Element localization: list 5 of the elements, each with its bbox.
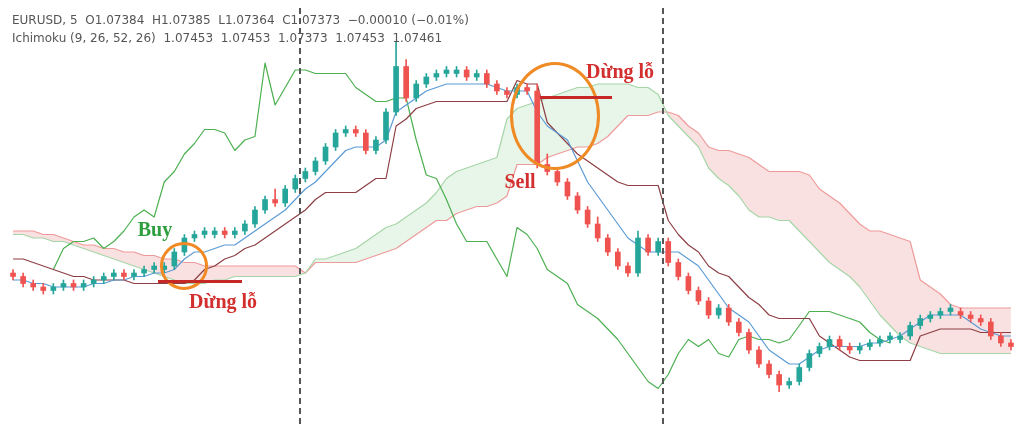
annotation: Sell [504,170,536,192]
annotation: Dừng lỗ [188,290,258,313]
text: EURUSD, 5 O1.07384 H1.07385 L1.07364 C1.07373 −0.00010 (−0.01%) [12,13,469,27]
annotation: Dừng lỗ [585,60,655,83]
annotation: Buy [137,218,173,241]
